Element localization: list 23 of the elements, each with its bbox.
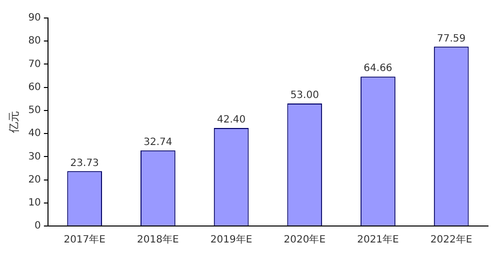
data-label: 42.40: [216, 114, 246, 126]
y-axis-title: 亿元: [7, 111, 20, 134]
x-tick-label: 2021年E: [357, 234, 399, 246]
data-label: 53.00: [290, 90, 319, 102]
data-label: 32.74: [144, 136, 172, 148]
y-tick-label: 80: [28, 36, 41, 47]
data-label: 23.73: [70, 158, 99, 169]
x-tick-label: 2020年E: [284, 234, 326, 246]
x-tick-label: 2019年E: [210, 234, 252, 246]
y-tick-label: 40: [28, 128, 41, 140]
x-tick-label: 2022年E: [430, 234, 472, 246]
y-tick-label: 20: [28, 174, 41, 186]
y-tick-label: 60: [28, 82, 41, 93]
data-label: 64.66: [364, 63, 392, 74]
x-tick-label: 2017年E: [64, 234, 106, 246]
y-tick-label: 30: [28, 151, 41, 162]
y-tick-label: 90: [28, 12, 41, 24]
data-label: 77.59: [437, 33, 466, 44]
y-tick-label: 0: [34, 220, 41, 232]
x-tick-label: 2018年E: [137, 234, 179, 246]
y-tick-label: 50: [28, 105, 41, 116]
y-tick-label: 10: [28, 197, 41, 208]
y-tick-label: 70: [28, 58, 41, 70]
